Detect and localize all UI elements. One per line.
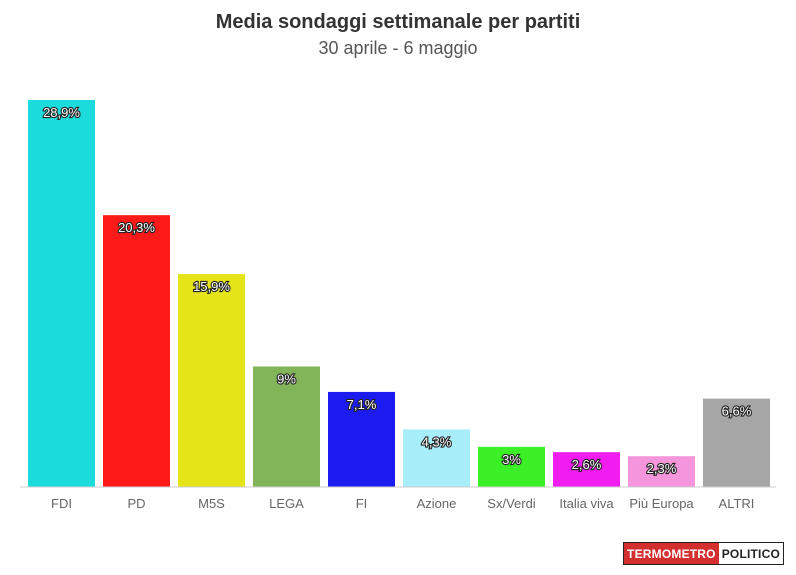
bar-m5s [178,274,245,487]
bar-italia-viva [553,452,620,487]
value-label-sx-verdi: 3% [502,452,521,467]
value-label-m5s: 15,9% [193,279,230,294]
value-label-italia-viva: 2,6% [572,457,602,472]
bar-azione [403,429,470,487]
chart-title: Media sondaggi settimanale per partiti [215,11,581,33]
bar-fi [328,391,395,487]
bar-altri [703,398,770,487]
category-label-fi: FI [356,496,368,511]
value-label-pd: 20,3% [118,220,155,235]
category-label-sx-verdi: Sx/Verdi [487,496,536,511]
category-label-azione: Azione [417,496,457,511]
value-label-lega: 9% [277,371,296,386]
value-label-fdi: 28,9% [43,105,80,120]
category-label-italia-viva: Italia viva [559,496,614,511]
bar-pd [103,215,170,487]
chart-subtitle: 30 aprile - 6 maggio [318,38,478,58]
category-label-pd: PD [127,496,145,511]
bar-sx-verdi [478,446,545,487]
value-label-azione: 4,3% [422,434,452,449]
termometro-politico-logo: TERMOMETRO POLITICO [623,542,784,565]
value-label-fi: 7,1% [347,397,377,412]
category-label-lega: LEGA [269,496,304,511]
bar-fdi [28,100,95,487]
logo-part-2: POLITICO [718,543,783,564]
value-label-altri: 6,6% [722,404,752,419]
bar-lega [253,366,320,487]
category-label-altri: ALTRI [719,496,755,511]
logo-part-1: TERMOMETRO [624,543,719,564]
bar-pi-europa [628,456,695,487]
category-label-m5s: M5S [198,496,225,511]
category-label-pi-europa: Più Europa [629,496,694,511]
category-label-fdi: FDI [51,496,72,511]
value-label-pi-europa: 2,3% [647,461,677,476]
